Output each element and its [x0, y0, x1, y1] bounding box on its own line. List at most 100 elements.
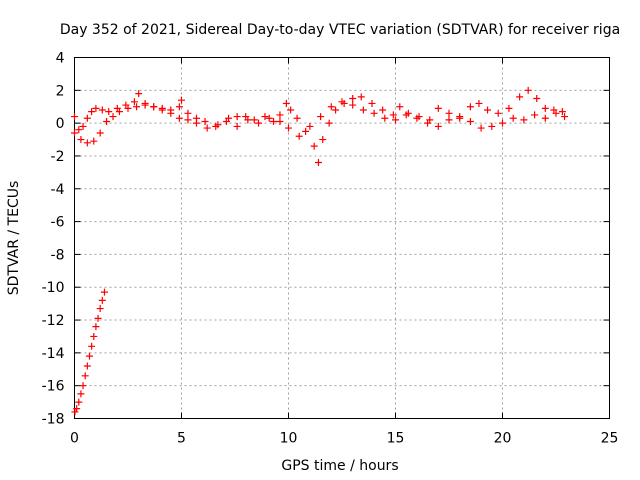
- y-tick-label: -10: [42, 280, 65, 296]
- x-tick-label: 5: [177, 431, 186, 447]
- data-point: [83, 362, 91, 370]
- axis-ticks: 420-2-4-6-8-10-12-14-16-180 5 10 15 20 25: [42, 51, 619, 447]
- data-point: [167, 109, 175, 117]
- y-tick-label: -16: [42, 379, 65, 395]
- data-point: [434, 104, 442, 112]
- data-point: [184, 109, 192, 117]
- data-point: [541, 104, 549, 112]
- data-point: [466, 117, 474, 125]
- data-point: [124, 104, 132, 112]
- data-point: [71, 129, 78, 137]
- y-tick-label: 4: [56, 51, 65, 67]
- data-point: [310, 142, 318, 150]
- y-tick-label: -2: [51, 149, 65, 165]
- data-point: [150, 103, 158, 111]
- data-point: [105, 108, 113, 116]
- data-point: [233, 122, 241, 130]
- data-point: [103, 117, 111, 125]
- data-point: [389, 111, 397, 119]
- x-tick-label: 15: [387, 431, 405, 447]
- data-point: [295, 132, 303, 140]
- data-point: [130, 98, 138, 106]
- data-point: [175, 114, 183, 122]
- data-point: [357, 93, 365, 101]
- data-point: [92, 104, 100, 112]
- data-point: [222, 117, 230, 125]
- chart-title: Day 352 of 2021, Sidereal Day-to-day VTE…: [60, 22, 620, 38]
- data-point: [319, 136, 327, 144]
- data-point: [516, 93, 524, 101]
- y-tick-label: 2: [56, 83, 65, 99]
- data-point: [306, 122, 314, 130]
- x-tick-label: 0: [70, 431, 79, 447]
- y-axis-label: SDTVAR / TECUs: [6, 181, 22, 296]
- data-point: [293, 114, 301, 122]
- data-point: [141, 101, 149, 109]
- data-point: [92, 323, 100, 331]
- data-point: [488, 122, 496, 130]
- series-track-b: [71, 98, 569, 147]
- gridlines: [74, 57, 610, 419]
- data-point: [402, 111, 410, 119]
- data-point: [100, 288, 108, 296]
- x-tick-label: 10: [280, 431, 298, 447]
- data-point: [558, 108, 566, 116]
- data-point: [96, 129, 104, 137]
- data-point: [244, 116, 252, 124]
- data-point: [255, 119, 263, 127]
- data-point: [466, 103, 474, 111]
- data-point: [317, 113, 325, 121]
- data-point: [94, 314, 102, 322]
- data-point: [445, 109, 453, 117]
- data-point: [359, 106, 367, 114]
- data-point: [85, 352, 93, 360]
- data-point: [524, 86, 532, 94]
- data-point: [477, 124, 485, 132]
- data-point: [541, 114, 549, 122]
- data-point: [261, 113, 269, 121]
- data-point: [302, 127, 310, 135]
- data-point: [270, 117, 278, 125]
- x-tick-label: 25: [601, 431, 619, 447]
- data-point: [494, 109, 502, 117]
- data-point: [81, 372, 89, 380]
- data-point: [90, 332, 98, 340]
- data-point: [96, 305, 104, 313]
- data-point: [75, 126, 83, 134]
- data-point: [184, 116, 192, 124]
- data-point: [379, 106, 387, 114]
- data-point: [349, 101, 357, 109]
- data-point: [98, 296, 106, 304]
- y-tick-label: -12: [42, 313, 65, 329]
- data-point: [71, 408, 79, 416]
- y-tick-label: -18: [42, 412, 65, 428]
- data-point: [83, 114, 91, 122]
- data-point: [77, 136, 85, 144]
- data-point: [90, 137, 98, 145]
- data-point: [456, 113, 464, 121]
- data-point: [368, 99, 376, 107]
- data-point: [77, 390, 85, 398]
- data-point: [561, 113, 569, 121]
- x-tick-label: 20: [494, 431, 512, 447]
- data-point: [115, 108, 123, 116]
- data-point: [505, 104, 513, 112]
- data-point: [332, 106, 340, 114]
- series-track-a: [71, 86, 566, 167]
- data-point: [233, 113, 241, 121]
- data-point: [434, 122, 442, 130]
- y-tick-label: -8: [51, 247, 65, 263]
- data-point: [88, 342, 96, 350]
- data-point: [75, 398, 83, 406]
- data-point: [109, 113, 117, 121]
- data-point: [212, 122, 220, 130]
- data-point: [265, 114, 273, 122]
- data-point: [73, 405, 81, 413]
- data-point: [413, 114, 421, 122]
- data-point: [325, 119, 333, 127]
- data-point: [327, 103, 335, 111]
- x-axis-label: GPS time / hours: [281, 458, 398, 474]
- data-point: [370, 109, 378, 117]
- data-point: [349, 95, 357, 103]
